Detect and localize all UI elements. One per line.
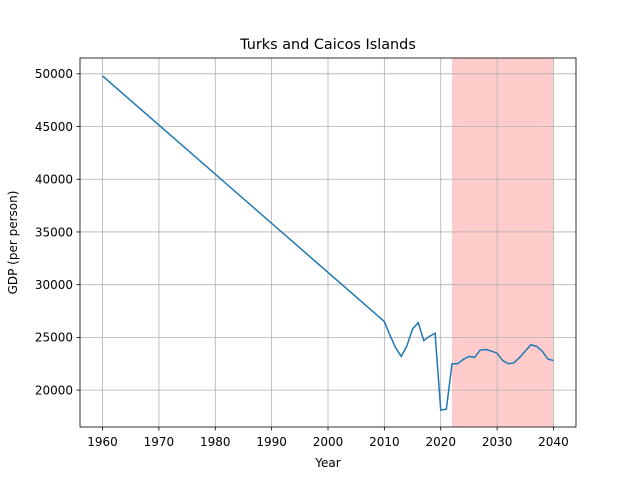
y-tick-label: 30000 bbox=[35, 278, 73, 292]
x-tick-label: 2020 bbox=[425, 435, 456, 449]
x-tick-label: 1990 bbox=[256, 435, 287, 449]
x-tick-label: 1970 bbox=[144, 435, 175, 449]
x-tick-label: 1960 bbox=[87, 435, 118, 449]
forecast-shaded-region bbox=[452, 58, 554, 427]
y-tick-label: 25000 bbox=[35, 331, 73, 345]
y-tick-label: 45000 bbox=[35, 120, 73, 134]
chart-title: Turks and Caicos Islands bbox=[239, 37, 416, 53]
x-tick-label: 2030 bbox=[482, 435, 513, 449]
x-axis-ticks: 1960 1970 1980 1990 2000 2010 2020 2030 2040 bbox=[87, 427, 569, 449]
gridlines bbox=[80, 58, 576, 427]
x-tick-label: 2040 bbox=[538, 435, 569, 449]
y-tick-label: 40000 bbox=[35, 173, 73, 187]
y-tick-label: 35000 bbox=[35, 225, 73, 239]
y-axis-ticks: 20000 25000 30000 35000 40000 45000 50000 bbox=[35, 67, 80, 397]
x-tick-label: 1980 bbox=[200, 435, 231, 449]
x-axis-title: Year bbox=[314, 456, 340, 470]
y-tick-label: 20000 bbox=[35, 383, 73, 397]
x-tick-label: 2000 bbox=[313, 435, 344, 449]
gdp-line bbox=[102, 75, 554, 412]
y-tick-label: 50000 bbox=[35, 67, 73, 81]
x-tick-label: 2010 bbox=[369, 435, 400, 449]
y-axis-title: GDP (per person) bbox=[6, 191, 20, 295]
